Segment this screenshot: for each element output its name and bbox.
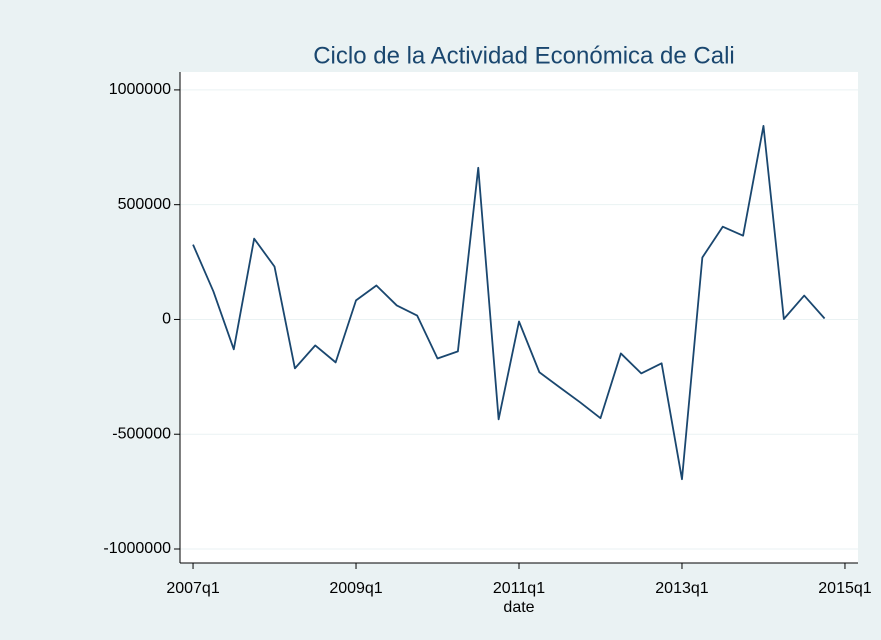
y-tick-label: 1000000 [109, 81, 171, 98]
x-axis-label: date [503, 599, 534, 616]
x-tick-label: 2009q1 [329, 580, 382, 597]
x-tick-label: 2007q1 [166, 580, 219, 597]
x-tick-label: 2015q1 [818, 580, 871, 597]
data-line [192, 125, 826, 481]
x-tick-label: 2011q1 [493, 580, 545, 597]
y-tick-label: -500000 [112, 425, 171, 442]
y-tick-label: -1000000 [103, 540, 171, 557]
plot-area [180, 72, 858, 563]
x-tick-label: 2013q1 [655, 580, 708, 597]
y-tick-label: 500000 [118, 196, 171, 213]
chart-title: Ciclo de la Actividad Económica de Cali [313, 42, 735, 69]
y-tick-label: 0 [162, 311, 171, 328]
